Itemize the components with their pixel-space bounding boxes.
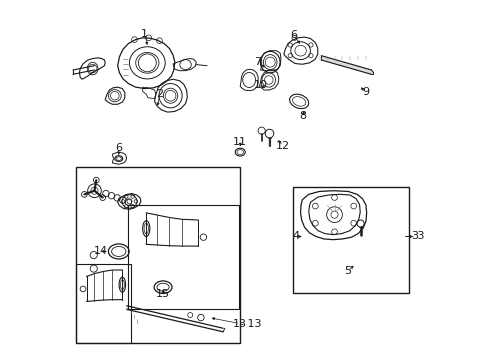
- Text: 11: 11: [233, 138, 247, 148]
- Text: 8: 8: [299, 111, 305, 121]
- Text: 4: 4: [292, 231, 299, 242]
- Bar: [292, 187, 408, 293]
- Text: 14: 14: [94, 247, 108, 256]
- Text: 15: 15: [156, 289, 170, 298]
- Text: 3: 3: [411, 231, 418, 242]
- Text: 1: 1: [141, 28, 148, 39]
- Text: 6: 6: [290, 30, 297, 40]
- Text: 12: 12: [275, 141, 289, 151]
- Text: 2: 2: [156, 89, 163, 99]
- Text: - 13: - 13: [240, 319, 261, 329]
- Bar: [76, 264, 131, 342]
- Text: - 3: - 3: [408, 231, 423, 242]
- Text: 9: 9: [362, 87, 369, 98]
- Text: 5: 5: [343, 266, 350, 276]
- Bar: [76, 167, 240, 342]
- Text: 10: 10: [253, 80, 267, 90]
- Bar: [128, 205, 239, 309]
- Text: 7: 7: [254, 57, 261, 67]
- Text: 6: 6: [115, 143, 122, 153]
- Text: 13: 13: [233, 319, 247, 329]
